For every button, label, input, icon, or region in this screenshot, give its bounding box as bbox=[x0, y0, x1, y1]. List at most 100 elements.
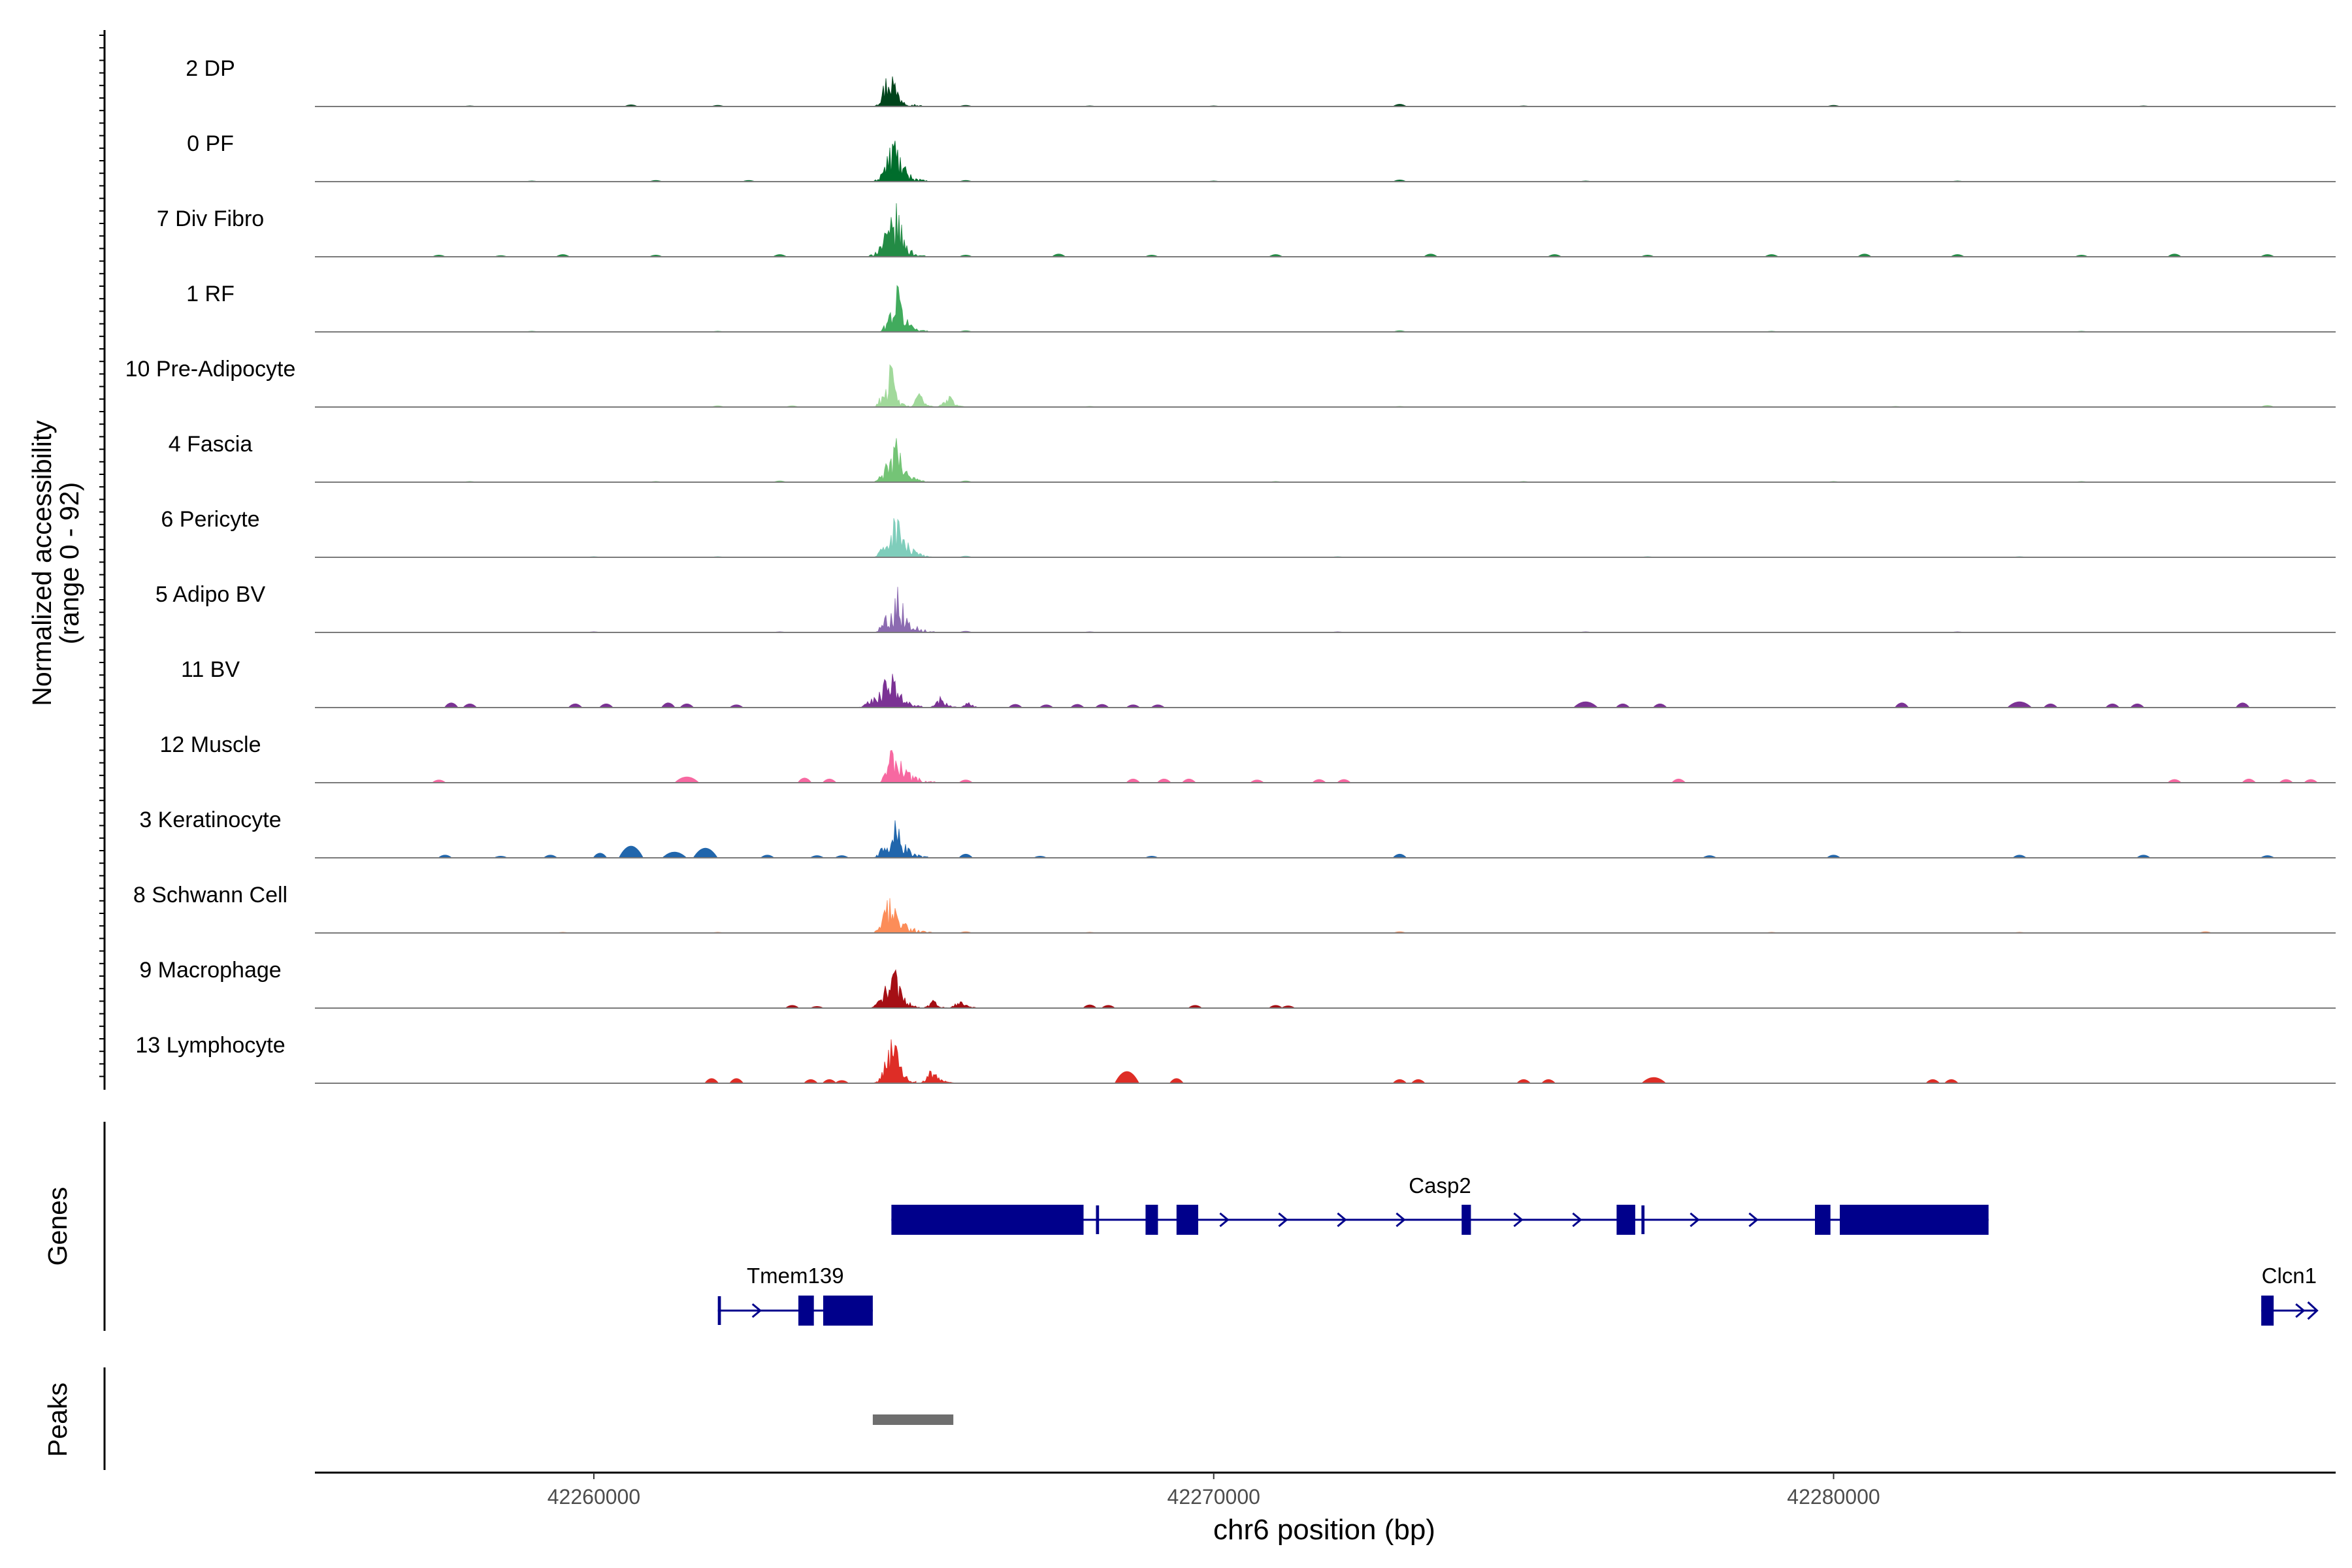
coverage-track: 0 PF bbox=[187, 131, 2336, 182]
coverage-blip bbox=[2105, 703, 2120, 708]
coverage-blip bbox=[1051, 253, 1066, 257]
coverage-blip bbox=[729, 1078, 744, 1083]
coverage-peak bbox=[869, 969, 982, 1009]
coverage-track: 12 Muscle bbox=[160, 732, 2336, 783]
gene-strand-arrow bbox=[751, 1303, 762, 1318]
coverage-blip bbox=[785, 1005, 800, 1008]
coverage-blip bbox=[958, 779, 973, 783]
coverage-peak bbox=[866, 203, 926, 257]
coverage-blip bbox=[958, 853, 973, 858]
gene-exon bbox=[717, 1296, 721, 1325]
coverage-blip bbox=[1008, 704, 1023, 708]
gene-exon bbox=[891, 1205, 1084, 1235]
gene-label: Casp2 bbox=[1409, 1173, 1471, 1198]
coverage-peak bbox=[878, 749, 936, 783]
gene-strand-arrow bbox=[1396, 1212, 1406, 1228]
y-axis bbox=[99, 30, 106, 1090]
coverage-blip bbox=[444, 702, 459, 708]
coverage-blip bbox=[1188, 1005, 1203, 1008]
peak-region bbox=[872, 1414, 954, 1425]
coverage-blip bbox=[661, 702, 676, 708]
coverage-blip bbox=[822, 778, 837, 783]
track-label: 2 DP bbox=[186, 56, 235, 81]
coverage-blip bbox=[1392, 1079, 1407, 1083]
coverage-peak bbox=[878, 285, 930, 333]
gene-exon bbox=[1616, 1205, 1635, 1235]
coverage-blip bbox=[822, 1079, 837, 1083]
coverage-blip bbox=[1894, 702, 1909, 708]
coverage-blip bbox=[729, 704, 744, 708]
track-label: 13 Lymphocyte bbox=[135, 1033, 285, 1058]
track-label: 5 Adipo BV bbox=[155, 582, 266, 607]
coverage-blip bbox=[431, 779, 446, 783]
coverage-peak bbox=[872, 76, 923, 107]
coverage-blip bbox=[2242, 778, 2257, 783]
track-label: 10 Pre-Adipocyte bbox=[125, 357, 296, 382]
coverage-blip bbox=[2007, 701, 2033, 708]
coverage-blip bbox=[1925, 1079, 1940, 1083]
coverage-blip bbox=[1826, 855, 1841, 858]
coverage-blip bbox=[1541, 1079, 1556, 1083]
coverage-blip bbox=[1070, 704, 1085, 708]
gene-exon bbox=[798, 1296, 814, 1326]
coverage-blip bbox=[598, 703, 613, 708]
coverage-peak bbox=[872, 438, 930, 483]
track-label: 4 Fascia bbox=[169, 432, 253, 457]
x-tick-label: 42280000 bbox=[1787, 1485, 1880, 1509]
coverage-blip bbox=[2012, 855, 2027, 858]
track-label: 3 Keratinocyte bbox=[139, 808, 281, 832]
coverage-blip bbox=[797, 777, 812, 783]
coverage-blip bbox=[1312, 779, 1326, 783]
gene-strand-arrow bbox=[1337, 1212, 1347, 1228]
coverage-blip bbox=[1671, 778, 1686, 783]
coverage-peak bbox=[872, 1039, 954, 1084]
gene-exon bbox=[1462, 1205, 1471, 1235]
track-label: 11 BV bbox=[181, 657, 240, 682]
gene-exon bbox=[1815, 1205, 1831, 1235]
coverage-track: 10 Pre-Adipocyte bbox=[125, 357, 2336, 408]
x-tick-label: 42270000 bbox=[1168, 1485, 1260, 1509]
gene-strand-arrow bbox=[1748, 1212, 1759, 1228]
coverage-blip bbox=[2235, 702, 2250, 708]
x-tick-label: 42260000 bbox=[547, 1485, 640, 1509]
coverage-track: 9 Macrophage bbox=[139, 958, 2336, 1009]
coverage-peak bbox=[872, 364, 966, 408]
gene: Tmem139 bbox=[717, 1264, 873, 1326]
peaks-axis-label: Peaks bbox=[42, 1382, 73, 1457]
gene-exon bbox=[1176, 1205, 1198, 1235]
coverage-blip bbox=[834, 1080, 849, 1083]
coverage-peak bbox=[872, 898, 932, 934]
coverage-blip bbox=[1268, 1005, 1283, 1008]
coverage-track: 8 Schwann Cell bbox=[133, 883, 2336, 934]
coverage-blip bbox=[1944, 1079, 1959, 1083]
genes-track: Casp2 Tmem139 Clcn1 bbox=[103, 1122, 2319, 1331]
coverage-track: 2 DP bbox=[186, 56, 2336, 107]
coverage-blip bbox=[1181, 778, 1196, 783]
coverage-blip bbox=[1337, 779, 1351, 783]
track-label: 7 Div Fibro bbox=[157, 206, 264, 231]
gene-exon bbox=[1641, 1205, 1645, 1234]
x-axis: 42260000 42270000 42280000 bbox=[315, 1471, 2336, 1509]
coverage-blip bbox=[1516, 1079, 1531, 1083]
coverage-blip bbox=[2043, 703, 2058, 708]
coverage-blip bbox=[438, 855, 453, 858]
gene: Casp2 bbox=[891, 1173, 1989, 1235]
coverage-blip bbox=[2167, 253, 2182, 257]
coverage-track: 5 Adipo BV bbox=[155, 582, 2336, 633]
track-label: 6 Pericyte bbox=[161, 507, 259, 532]
coverage-peak bbox=[872, 140, 929, 182]
coverage-track: 4 Fascia bbox=[169, 432, 2336, 483]
coverage-blip bbox=[2130, 703, 2145, 708]
gene-label: Clcn1 bbox=[2262, 1264, 2317, 1288]
track-label: 9 Macrophage bbox=[139, 958, 281, 983]
gene-strand-arrow bbox=[2295, 1303, 2306, 1318]
coverage-blip bbox=[1423, 253, 1438, 257]
gene-exon bbox=[1096, 1205, 1100, 1234]
coverage-blip bbox=[679, 703, 694, 708]
gene-label: Tmem139 bbox=[747, 1264, 844, 1288]
coverage-blip bbox=[1126, 778, 1141, 783]
gene-exon bbox=[2261, 1296, 2274, 1326]
track-label: 12 Muscle bbox=[160, 732, 261, 757]
coverage-blip bbox=[1615, 703, 1630, 708]
coverage-blip bbox=[1101, 1005, 1116, 1008]
